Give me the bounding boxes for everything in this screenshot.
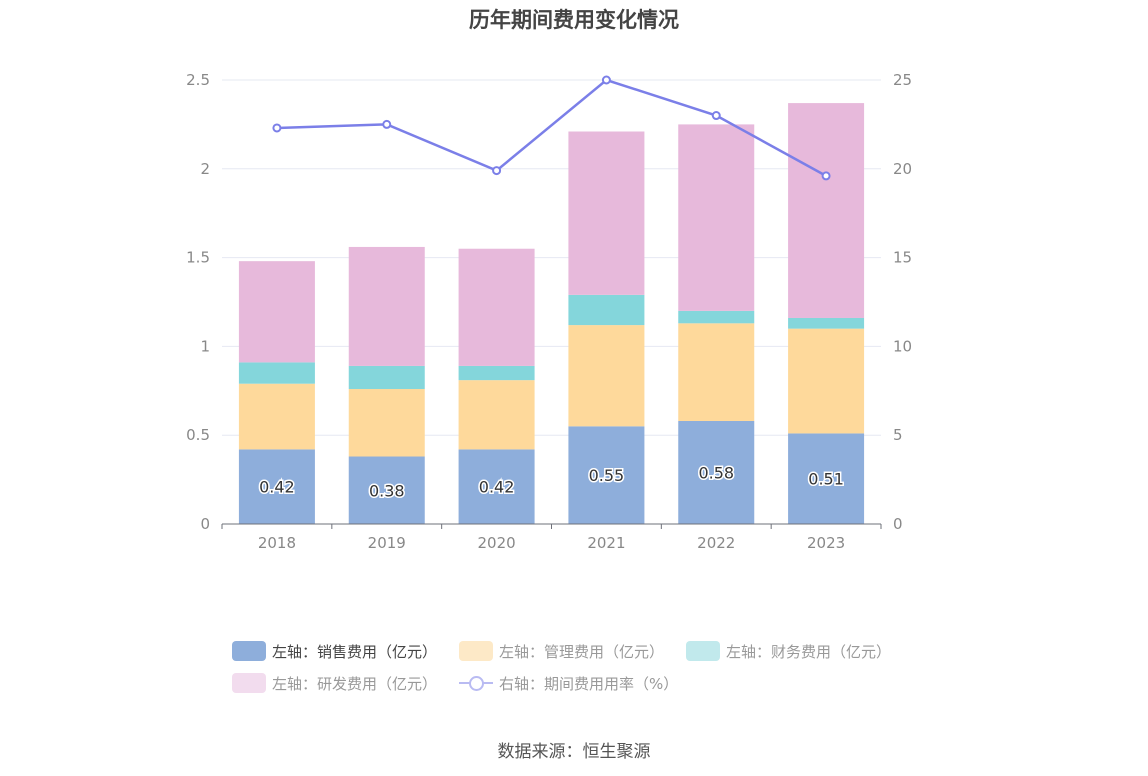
bar-segment bbox=[788, 328, 865, 434]
bar-segment bbox=[678, 310, 755, 324]
bar-segment bbox=[458, 248, 535, 366]
bar-segment bbox=[458, 449, 535, 524]
bar-segment bbox=[348, 389, 425, 457]
bar-series bbox=[238, 103, 865, 524]
legend-item-sales[interactable]: 左轴：销售费用（亿元） bbox=[232, 641, 437, 662]
bar-data-label: 0.38 bbox=[369, 481, 405, 500]
y-left-tick-label: 1 bbox=[200, 337, 210, 355]
legend-swatch-sales bbox=[232, 641, 266, 661]
bar-segment bbox=[568, 131, 645, 295]
bar-data-label: 0.42 bbox=[259, 478, 295, 497]
rate-point bbox=[601, 75, 611, 85]
rate-line-series bbox=[272, 75, 831, 181]
y-right-tick-label: 25 bbox=[893, 71, 912, 89]
y-right-tick-label: 10 bbox=[893, 337, 912, 355]
bar-segment bbox=[568, 325, 645, 427]
y-right-tick-label: 5 bbox=[893, 426, 903, 444]
bar-segment bbox=[788, 103, 865, 318]
legend: 左轴：销售费用（亿元） 左轴：管理费用（亿元） 左轴：财务费用（亿元） 左轴：研… bbox=[232, 640, 952, 704]
bar-segment bbox=[788, 433, 865, 524]
bar-segment bbox=[678, 124, 755, 311]
legend-label-finance: 左轴：财务费用（亿元） bbox=[726, 642, 892, 661]
legend-swatch-rd bbox=[232, 673, 266, 693]
legend-swatch-rate bbox=[459, 673, 494, 693]
x-tick-label: 2019 bbox=[368, 534, 406, 552]
x-tick-label: 2022 bbox=[697, 534, 735, 552]
legend-item-rd[interactable]: 左轴：研发费用（亿元） bbox=[232, 673, 437, 694]
bar-segment bbox=[348, 246, 425, 366]
rate-point bbox=[272, 123, 282, 133]
bar-segment bbox=[348, 365, 425, 390]
bar-segment bbox=[238, 383, 315, 450]
bar-segment bbox=[458, 365, 535, 381]
bar-segment bbox=[238, 261, 315, 363]
y-left-tick-label: 1.5 bbox=[186, 249, 210, 267]
x-tick-label: 2021 bbox=[587, 534, 625, 552]
bar-segment bbox=[458, 380, 535, 450]
bar-data-label: 0.51 bbox=[808, 470, 844, 489]
bar-data-label: 0.58 bbox=[698, 463, 734, 482]
bar-segment bbox=[568, 294, 645, 326]
y-right-tick-label: 15 bbox=[893, 249, 912, 267]
x-tick-label: 2018 bbox=[258, 534, 296, 552]
bar-data-label: 0.55 bbox=[589, 466, 625, 485]
legend-swatch-finance bbox=[686, 641, 721, 661]
legend-item-finance[interactable]: 左轴：财务费用（亿元） bbox=[686, 641, 891, 662]
rate-line bbox=[276, 78, 827, 177]
legend-swatch-admin bbox=[459, 641, 494, 661]
legend-label-admin: 左轴：管理费用（亿元） bbox=[499, 642, 665, 661]
legend-item-admin[interactable]: 左轴：管理费用（亿元） bbox=[459, 641, 664, 662]
y-right-tick-label: 0 bbox=[893, 515, 903, 533]
y-left-tick-label: 2 bbox=[200, 160, 210, 178]
rate-point bbox=[711, 111, 721, 121]
x-tick-label: 2023 bbox=[807, 534, 845, 552]
grid-lines bbox=[222, 79, 881, 436]
y-left-tick-label: 0 bbox=[200, 515, 210, 533]
bar-segment bbox=[568, 426, 645, 524]
rate-point bbox=[492, 166, 502, 176]
y-right-tick-label: 20 bbox=[893, 160, 912, 178]
data-labels: 0.42 0.38 0.42 0.55 0.58 0.51 bbox=[258, 462, 846, 502]
bar-segment bbox=[238, 449, 315, 524]
bar-segment bbox=[678, 323, 755, 421]
y-left-tick-label: 0.5 bbox=[186, 426, 210, 444]
x-tick-label: 2020 bbox=[477, 534, 515, 552]
data-source: 数据来源：恒生聚源 bbox=[497, 742, 651, 762]
rate-point bbox=[821, 171, 831, 181]
bar-segment bbox=[238, 362, 315, 384]
legend-label-rate: 右轴：期间费用用率（%） bbox=[499, 674, 679, 693]
rate-point bbox=[382, 119, 392, 129]
chart-title: 历年期间费用变化情况 bbox=[469, 8, 679, 32]
bar-segment bbox=[678, 420, 755, 524]
legend-item-rate[interactable]: 右轴：期间费用用率（%） bbox=[459, 673, 678, 694]
y-left-tick-label: 2.5 bbox=[186, 71, 210, 89]
legend-label-rd: 左轴：研发费用（亿元） bbox=[272, 674, 438, 693]
bar-data-label: 0.42 bbox=[479, 478, 515, 497]
bar-segment bbox=[788, 317, 865, 329]
legend-label-sales: 左轴：销售费用（亿元） bbox=[272, 642, 438, 661]
bar-segment bbox=[348, 456, 425, 524]
